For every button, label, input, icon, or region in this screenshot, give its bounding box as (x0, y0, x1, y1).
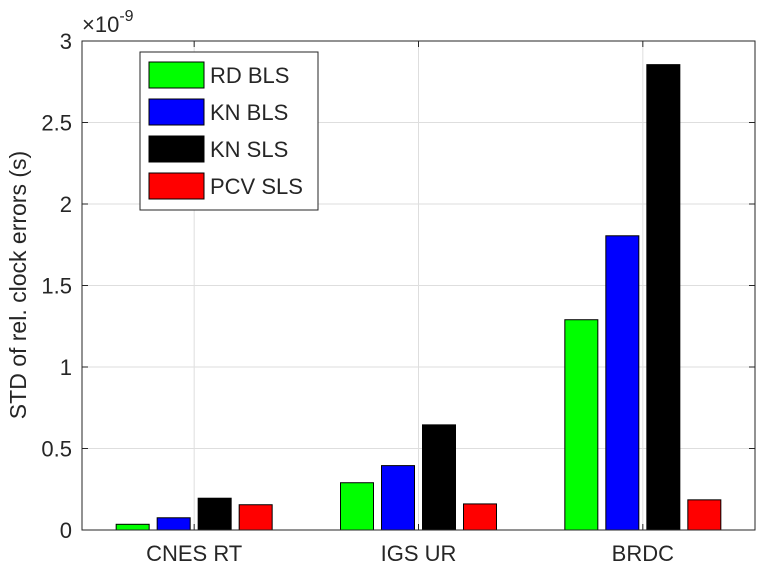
y-tick-label: 1 (60, 355, 72, 380)
legend-swatch (148, 61, 205, 89)
x-axis-ticks: CNES RT IGS UR BRDC (146, 41, 674, 566)
legend-swatch (148, 135, 205, 163)
bar-rd-bls (115, 523, 150, 531)
y-axis-label: STD of rel. clock errors (s) (5, 151, 31, 419)
legend-swatch (148, 98, 205, 126)
bar-rd-bls (564, 319, 599, 531)
bar-kn-bls (381, 465, 415, 531)
bar-kn-bls (156, 517, 191, 531)
x-tick-label: IGS UR (381, 541, 457, 566)
legend-label: PCV SLS (210, 174, 303, 199)
bar-kn-sls (646, 64, 681, 531)
y-axis-multiplier: ×10-9 (82, 8, 134, 37)
x-tick-label: BRDC (612, 541, 674, 566)
y-tick-label: 2 (60, 192, 72, 217)
legend-label: KN SLS (210, 137, 288, 162)
legend: RD BLS KN BLS KN SLS PCV SLS (139, 51, 319, 211)
legend-swatch (148, 172, 205, 200)
bar-pcv-sls (687, 499, 722, 531)
y-axis-multiplier-exponent: -9 (119, 8, 133, 25)
bar-pcv-sls (463, 503, 497, 531)
y-tick-label: 1.5 (41, 274, 72, 299)
bar-rd-bls (340, 482, 374, 531)
y-tick-label: 3 (60, 29, 72, 54)
y-tick-label: 2.5 (41, 111, 72, 136)
x-tick-label: CNES RT (146, 541, 242, 566)
y-tick-label: 0.5 (41, 437, 72, 462)
legend-label: KN BLS (210, 100, 288, 125)
bar-kn-sls (422, 424, 456, 531)
y-tick-label: 0 (60, 518, 72, 543)
bar-kn-bls (605, 235, 640, 531)
y-axis-multiplier-base: ×10 (82, 12, 119, 37)
bar-pcv-sls (238, 504, 273, 531)
bar-kn-sls (197, 497, 232, 531)
y-axis-ticks: 0 0.5 1 1.5 2 2.5 3 (41, 29, 755, 543)
bars-group (115, 64, 722, 531)
legend-label: RD BLS (210, 63, 289, 88)
